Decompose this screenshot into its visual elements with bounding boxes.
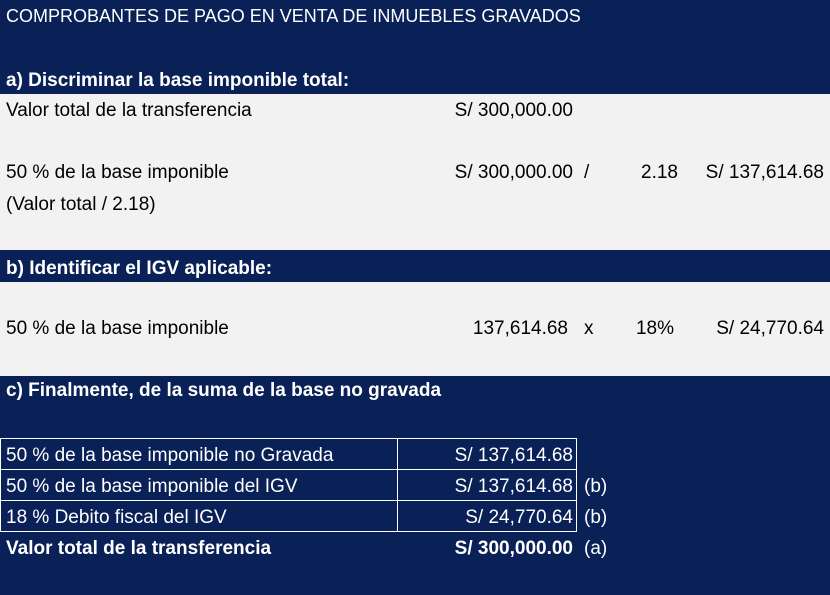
section-a-row2-value: S/ 300,000.00 [454,162,573,183]
section-b-body: 50 % de la base imponible 137,614.68 x 1… [0,282,830,376]
section-c-row2-label: 50 % de la base imponible del IGV [6,476,298,497]
section-c-row3-tag: (b) [584,507,608,528]
section-c-total-tag: (a) [584,538,608,559]
section-b-row-result: S/ 24,770.64 [716,318,824,339]
section-c-row2-value: S/ 137,614.68 [454,476,573,497]
section-b-row-operator: x [584,318,594,339]
section-c-row3-label: 18 % Debito fiscal del IGV [6,507,227,528]
section-a-body: Valor total de la transferencia S/ 300,0… [0,94,830,250]
section-b-row-value: 137,614.68 [472,318,568,339]
section-a-header: a) Discriminar la base imponible total: [6,70,350,91]
page-title: COMPROBANTES DE PAGO EN VENTA DE INMUEBL… [6,6,581,26]
section-b-row-label: 50 % de la base imponible [6,318,229,339]
section-a-row1-label: Valor total de la transferencia [6,100,252,121]
section-c-row1-label: 50 % de la base imponible no Gravada [6,445,334,466]
section-c-header: c) Finalmente, de la suma de la base no … [6,380,442,401]
section-c-total-value: S/ 300,000.00 [454,538,573,559]
table-row-divider [0,469,577,501]
section-b-row-rate: 18% [635,318,674,339]
section-a-row2-label: 50 % de la base imponible [6,162,229,183]
section-a-row1-value: S/ 300,000.00 [454,100,573,121]
section-c-row2-tag: (b) [584,476,608,497]
section-a-row2-sublabel: (Valor total / 2.18) [6,194,156,215]
section-a-row2-result: S/ 137,614.68 [705,162,824,183]
section-c-row1-value: S/ 137,614.68 [454,445,573,466]
section-b-header: b) Identificar el IGV aplicable: [6,258,273,279]
section-c-row3-value: S/ 24,770.64 [465,507,573,528]
section-a-row2-divisor: 2.18 [641,162,678,183]
section-a-row2-operator: / [584,162,590,183]
section-c-total-label: Valor total de la transferencia [6,538,272,559]
